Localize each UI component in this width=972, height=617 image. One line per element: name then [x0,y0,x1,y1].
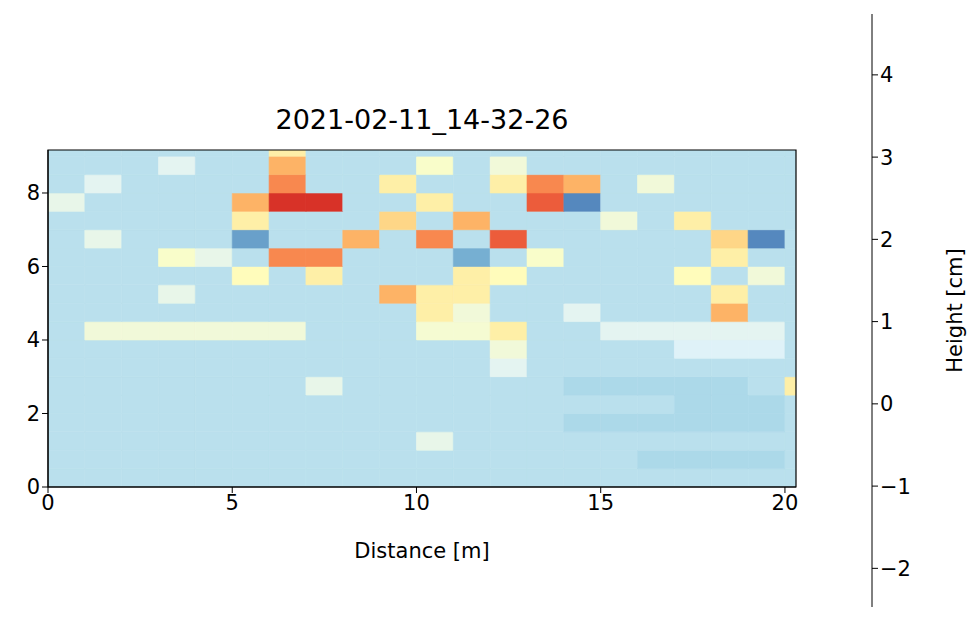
svg-text:10: 10 [403,491,430,515]
svg-text:15: 15 [587,491,614,515]
svg-text:−2: −2 [880,557,911,581]
svg-text:Distance [m]: Distance [m] [354,539,489,563]
html-text:2021-02-11_14-32-26: 2021-02-11_14-32-26 [275,104,569,135]
svg-text:2: 2 [880,228,893,252]
svg-text:−1: −1 [880,475,911,499]
svg-text:2: 2 [27,402,40,426]
svg-text:0: 0 [41,491,54,515]
svg-text:4: 4 [880,63,893,87]
svg-text:0: 0 [880,392,893,416]
svg-text:20: 20 [772,491,799,515]
svg-text:4: 4 [27,328,40,352]
svg-text:Height [cm]: Height [cm] [943,248,967,372]
svg-text:1: 1 [880,310,893,334]
svg-text:3: 3 [880,146,893,170]
svg-text:8: 8 [27,181,40,205]
svg-text:5: 5 [226,491,239,515]
svg-text:0: 0 [27,475,40,499]
svg-text:6: 6 [27,255,40,279]
